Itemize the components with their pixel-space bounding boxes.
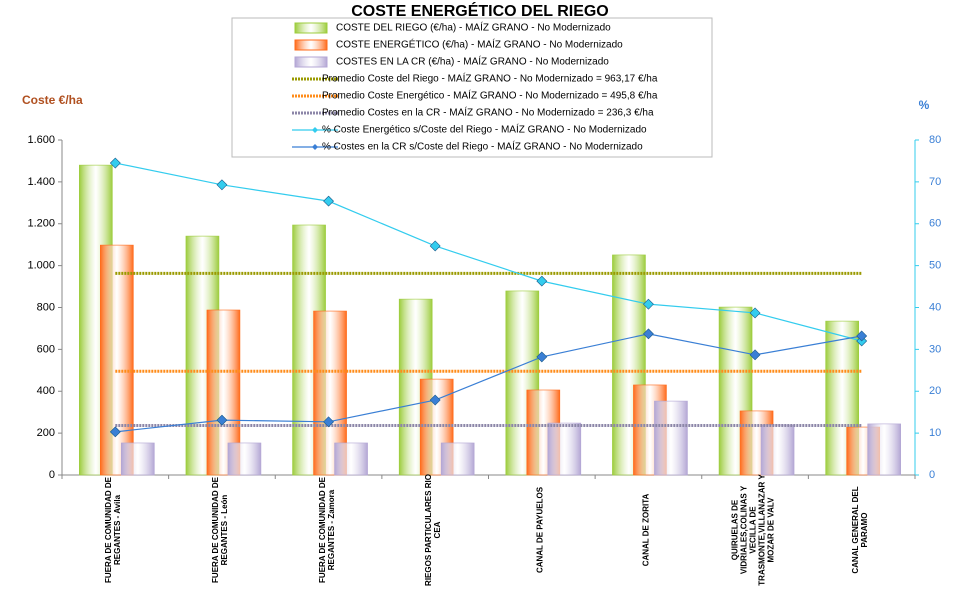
marker (429, 240, 441, 252)
y2-tick-label: 40 (929, 301, 941, 313)
x-tick-label: FUERA DE COMUNIDAD DE REGANTES - Avila (104, 477, 123, 583)
y-tick-label: 200 (37, 427, 55, 439)
marker (749, 349, 761, 361)
y2-tick-label: 0 (929, 469, 935, 481)
legend-label: Promedio Coste del Riego - MAÍZ GRANO - … (322, 72, 658, 85)
marker (749, 307, 761, 319)
y-tick-label: 1.000 (27, 260, 55, 272)
bar (547, 422, 582, 476)
marker (216, 179, 228, 191)
x-tick-label: FUERA DE COMUNIDAD DE REGANTES - León (210, 477, 229, 583)
legend-label: COSTE ENERGÉTICO (€/ha) - MAÍZ GRANO - N… (336, 38, 623, 51)
x-tick-label: FUERA DE COMUNIDAD DE REGANTES - Zamora (317, 477, 336, 583)
y-tick-label: 600 (37, 343, 55, 355)
marker (323, 416, 334, 428)
y-tick-label: 1.600 (27, 134, 55, 146)
legend-marker (312, 127, 318, 133)
bar (100, 244, 134, 476)
y-tick-label: 1.400 (27, 176, 55, 188)
marker (536, 351, 548, 363)
x-tick-label: CANAL GENERAL DEL PARAMO (850, 486, 869, 574)
y-axis-title: Coste €/ha (22, 93, 83, 107)
legend-label: COSTE DEL RIEGO (€/ha) - MAÍZ GRANO - No… (336, 21, 611, 34)
legend-label: % Coste Energético s/Coste del Riego - M… (322, 123, 647, 136)
percent-line (115, 333, 862, 433)
bar (121, 442, 155, 476)
marker (109, 426, 121, 438)
y2-axis-title: % (919, 98, 930, 112)
y2-tick-label: 20 (929, 385, 941, 397)
legend-swatch (294, 22, 328, 34)
y2-tick-label: 70 (929, 176, 941, 188)
marker (856, 330, 868, 342)
legend-marker (312, 144, 318, 150)
marker (216, 414, 228, 426)
bar (825, 320, 859, 476)
bar (654, 400, 688, 476)
legend-swatch (294, 39, 328, 51)
x-tick-label: CANAL DE PAYUELOS (535, 486, 545, 574)
x-tick-label: CANAL DE ZORITA (641, 493, 651, 567)
x-tick-label: QUIRUELAS DE VIDRIALES,COLINAS Y VECILLA… (730, 474, 776, 586)
y2-tick-label: 10 (929, 427, 941, 439)
y2-tick-label: 60 (929, 218, 941, 230)
legend-label: Promedio Coste Energético - MAÍZ GRANO -… (322, 89, 658, 102)
marker (643, 328, 654, 340)
bar (227, 442, 262, 476)
x-tick-label: RIEGOS PARTICULARES RIO CEA (424, 474, 443, 586)
y2-tick-label: 50 (929, 260, 941, 272)
bar (760, 424, 795, 476)
marker (536, 275, 548, 287)
legend-label: Promedio Costes en la CR - MAÍZ GRANO - … (322, 106, 654, 119)
legend-label: COSTES EN LA CR (€/ha) - MAÍZ GRANO - No… (336, 55, 609, 68)
bar (867, 423, 901, 476)
y2-tick-label: 30 (929, 343, 941, 355)
y-tick-label: 0 (49, 469, 55, 481)
marker (429, 394, 441, 406)
marker (323, 195, 334, 207)
marker (109, 157, 121, 169)
y-tick-label: 1.200 (27, 218, 55, 230)
chart-title: COSTE ENERGÉTICO DEL RIEGO (351, 1, 609, 20)
bar (440, 442, 475, 476)
legend-label: % Costes en la CR s/Coste del Riego - MA… (322, 140, 643, 153)
percent-line (115, 162, 862, 342)
y-tick-label: 800 (37, 301, 55, 313)
legend-swatch (294, 56, 328, 68)
y-tick-label: 400 (37, 385, 55, 397)
y2-tick-label: 80 (929, 134, 941, 146)
marker (643, 298, 654, 310)
bar (334, 442, 368, 476)
